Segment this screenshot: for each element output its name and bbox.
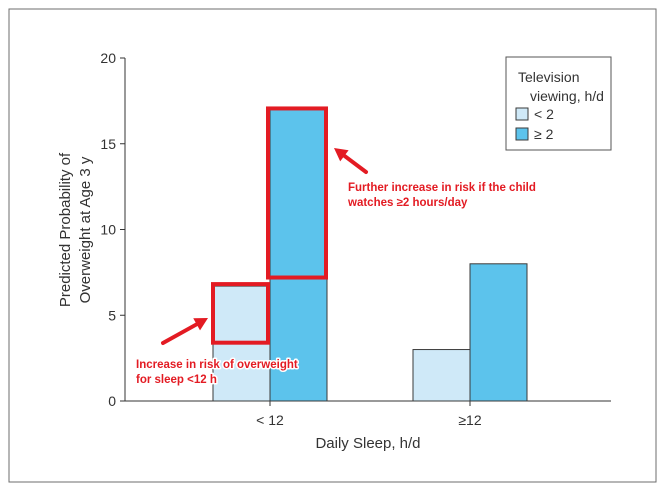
highlight-box-tv — [266, 106, 328, 280]
highlights — [211, 106, 328, 345]
y-tick-label: 5 — [108, 307, 116, 323]
legend-swatch — [515, 127, 529, 141]
y-tick-label: 0 — [108, 393, 116, 409]
bar — [412, 349, 471, 402]
legend-label: ≥ 2 — [534, 126, 554, 142]
highlight-box-no-tv — [211, 282, 270, 345]
legend-label: < 2 — [534, 106, 554, 122]
y-tick-label: 20 — [100, 50, 116, 66]
annotation-tv-line: Further increase in risk if the child — [348, 182, 536, 194]
x-tick-label: < 12 — [256, 412, 284, 428]
y-axis-label-line: Predicted Probability of — [57, 152, 74, 307]
legend: Television viewing, h/d < 2 ≥ 2 — [505, 56, 612, 151]
y-axis-label: Predicted Probability of Overweight at Ag… — [57, 152, 94, 307]
x-axis-label: Daily Sleep, h/d — [315, 435, 420, 452]
axes: 0 5 10 15 20 < 12 ≥12 — [100, 50, 611, 428]
y-axis-label-line: Overweight at Age 3 y — [77, 156, 94, 303]
y-tick-label: 10 — [100, 222, 116, 238]
y-tick-label: 15 — [100, 136, 116, 152]
annotation-low-sleep-line: for sleep <12 h — [136, 374, 217, 386]
annotation-tv: Further increase in risk if the childFur… — [346, 181, 538, 211]
annotation-low-sleep-line: for sleep <12 h — [136, 374, 217, 386]
arrow-tv-head — [334, 148, 349, 162]
arrow-low-sleep-shaft — [161, 322, 199, 345]
annotations: Further increase in risk if the childFur… — [135, 148, 538, 388]
annotation-tv-line: Further increase in risk if the child — [348, 182, 536, 194]
arrow-tv-shaft — [342, 153, 368, 174]
annotation-low-sleep-line: Increase in risk of overweight — [136, 359, 298, 371]
legend-swatch — [515, 107, 529, 121]
arrow-tv — [334, 148, 368, 174]
x-tick-label: ≥12 — [458, 412, 481, 428]
arrow-low-sleep-head — [193, 318, 208, 331]
bar — [469, 263, 528, 402]
bar — [269, 108, 328, 402]
legend-title: Television — [518, 69, 579, 85]
annotation-low-sleep-line: Increase in risk of overweight — [136, 359, 298, 371]
annotation-tv-line: watches ≥2 hours/day — [347, 197, 468, 209]
legend-title: viewing, h/d — [530, 88, 604, 104]
annotation-tv-line: watches ≥2 hours/day — [347, 197, 468, 209]
arrow-low-sleep — [161, 318, 208, 345]
